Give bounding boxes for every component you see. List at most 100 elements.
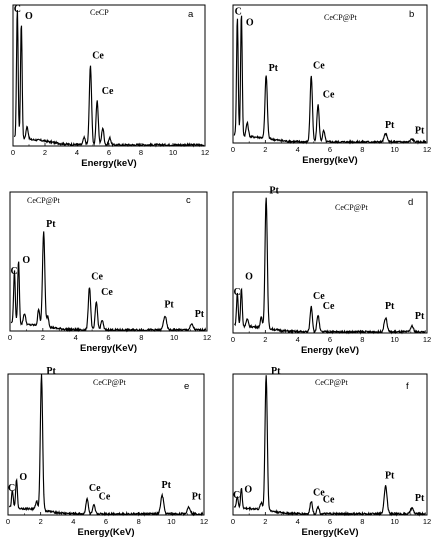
peak-label-pt: Pt [192,491,202,502]
x-tick-label: 4 [74,333,78,342]
peak-label-ce: Ce [313,291,325,302]
panel-letter: f [406,381,409,392]
x-axis-title: Energy(KeV) [301,527,358,538]
peak-label-pt: Pt [271,366,281,377]
plot-frame [12,4,206,147]
x-tick-label: 0 [6,517,10,526]
panel-letter: a [188,9,194,20]
x-tick-label: 6 [328,335,332,344]
sample-label: CeCP@Pt [93,378,126,387]
peak-label-ce: Ce [323,494,335,505]
x-tick-label: 2 [41,333,45,342]
peak-label-c: C [14,4,21,15]
x-tick-label: 12 [201,148,209,157]
x-tick-label: 6 [328,517,332,526]
plot-frame [9,191,208,332]
peak-label-pt: Pt [385,120,395,131]
x-tick-label: 6 [106,333,110,342]
x-axis-title: Energy (keV) [301,345,359,356]
peak-label-c: C [235,7,242,18]
plot-frame [232,4,428,144]
x-tick-label: 10 [390,335,398,344]
x-tick-label: 8 [139,148,143,157]
peak-label-ce: Ce [313,60,325,71]
x-tick-label: 10 [390,145,398,154]
peak-label-pt: Pt [415,493,425,504]
peak-label-o: O [246,18,254,29]
peak-label-o: O [19,472,27,483]
sample-label: CeCP@Pt [324,13,357,22]
peak-label-o: O [245,271,253,282]
x-axis-title: Energy(keV) [81,158,136,169]
x-tick-label: 2 [43,148,47,157]
spectrum-line [233,375,426,517]
x-axis-title: Energy(KeV) [80,343,137,354]
sample-label: CeCP@Pt [315,378,348,387]
panel-letter: e [184,381,189,392]
peak-label-pt: Pt [385,301,395,312]
spectrum-line [10,231,207,333]
peak-label-ce: Ce [102,86,114,97]
peak-label-pt: Pt [269,63,279,74]
peak-label-pt: Pt [46,219,56,230]
peak-label-c: C [8,483,15,494]
sample-label: CeCP@Pt [335,203,368,212]
spectrum-line [234,197,426,335]
x-tick-label: 8 [360,335,364,344]
x-tick-label: 0 [231,145,235,154]
peak-label-c: C [233,287,240,298]
x-tick-label: 4 [296,145,300,154]
x-tick-label: 4 [296,335,300,344]
peak-label-pt: Pt [415,311,425,322]
x-tick-label: 10 [169,148,177,157]
peak-label-ce: Ce [323,301,335,312]
x-axis-title: Energy(KeV) [77,527,134,538]
panel-letter: c [186,195,191,206]
x-tick-label: 10 [390,517,398,526]
x-tick-label: 10 [167,517,175,526]
x-tick-label: 2 [263,517,267,526]
x-tick-label: 12 [423,145,431,154]
spectrum-line [8,374,204,517]
peak-label-c: C [233,490,240,501]
x-tick-label: 2 [263,335,267,344]
peak-label-ce: Ce [99,491,111,502]
peak-label-c: C [10,266,17,277]
panel-letter: b [409,9,414,20]
peak-label-ce: Ce [92,51,104,62]
x-tick-label: 10 [170,333,178,342]
x-axis-title: Energy(keV) [302,155,357,166]
peak-label-pt: Pt [162,480,172,491]
x-tick-label: 12 [423,517,431,526]
sample-label: CeCP@Pt [27,196,60,205]
panel-letter: d [408,197,413,208]
peak-label-ce: Ce [101,287,113,298]
x-tick-label: 4 [296,517,300,526]
x-tick-label: 4 [75,148,79,157]
peak-label-ce: Ce [313,487,325,498]
sample-label: CeCP [90,8,109,17]
peak-label-pt: Pt [46,366,56,377]
x-tick-label: 0 [231,335,235,344]
peak-label-pt: Pt [195,309,205,320]
x-tick-label: 12 [423,335,431,344]
x-tick-label: 8 [360,517,364,526]
peak-label-ce: Ce [89,483,101,494]
x-tick-label: 12 [203,333,211,342]
x-tick-label: 8 [360,145,364,154]
x-tick-label: 6 [328,145,332,154]
x-tick-label: 0 [8,333,12,342]
spectrum-line [13,10,205,148]
x-tick-label: 0 [11,148,15,157]
spectrum-panel-a: 0 2 4 6 8 10 12 Energy(keV) CeCP a CO Ce Ce [11,4,209,169]
spectrum-line [233,15,427,145]
peak-label-pt: Pt [269,185,279,196]
peak-label-pt: Pt [415,125,425,136]
peak-label-pt: Pt [164,299,174,310]
x-tick-label: 2 [39,517,43,526]
peak-label-ce: Ce [323,89,335,100]
